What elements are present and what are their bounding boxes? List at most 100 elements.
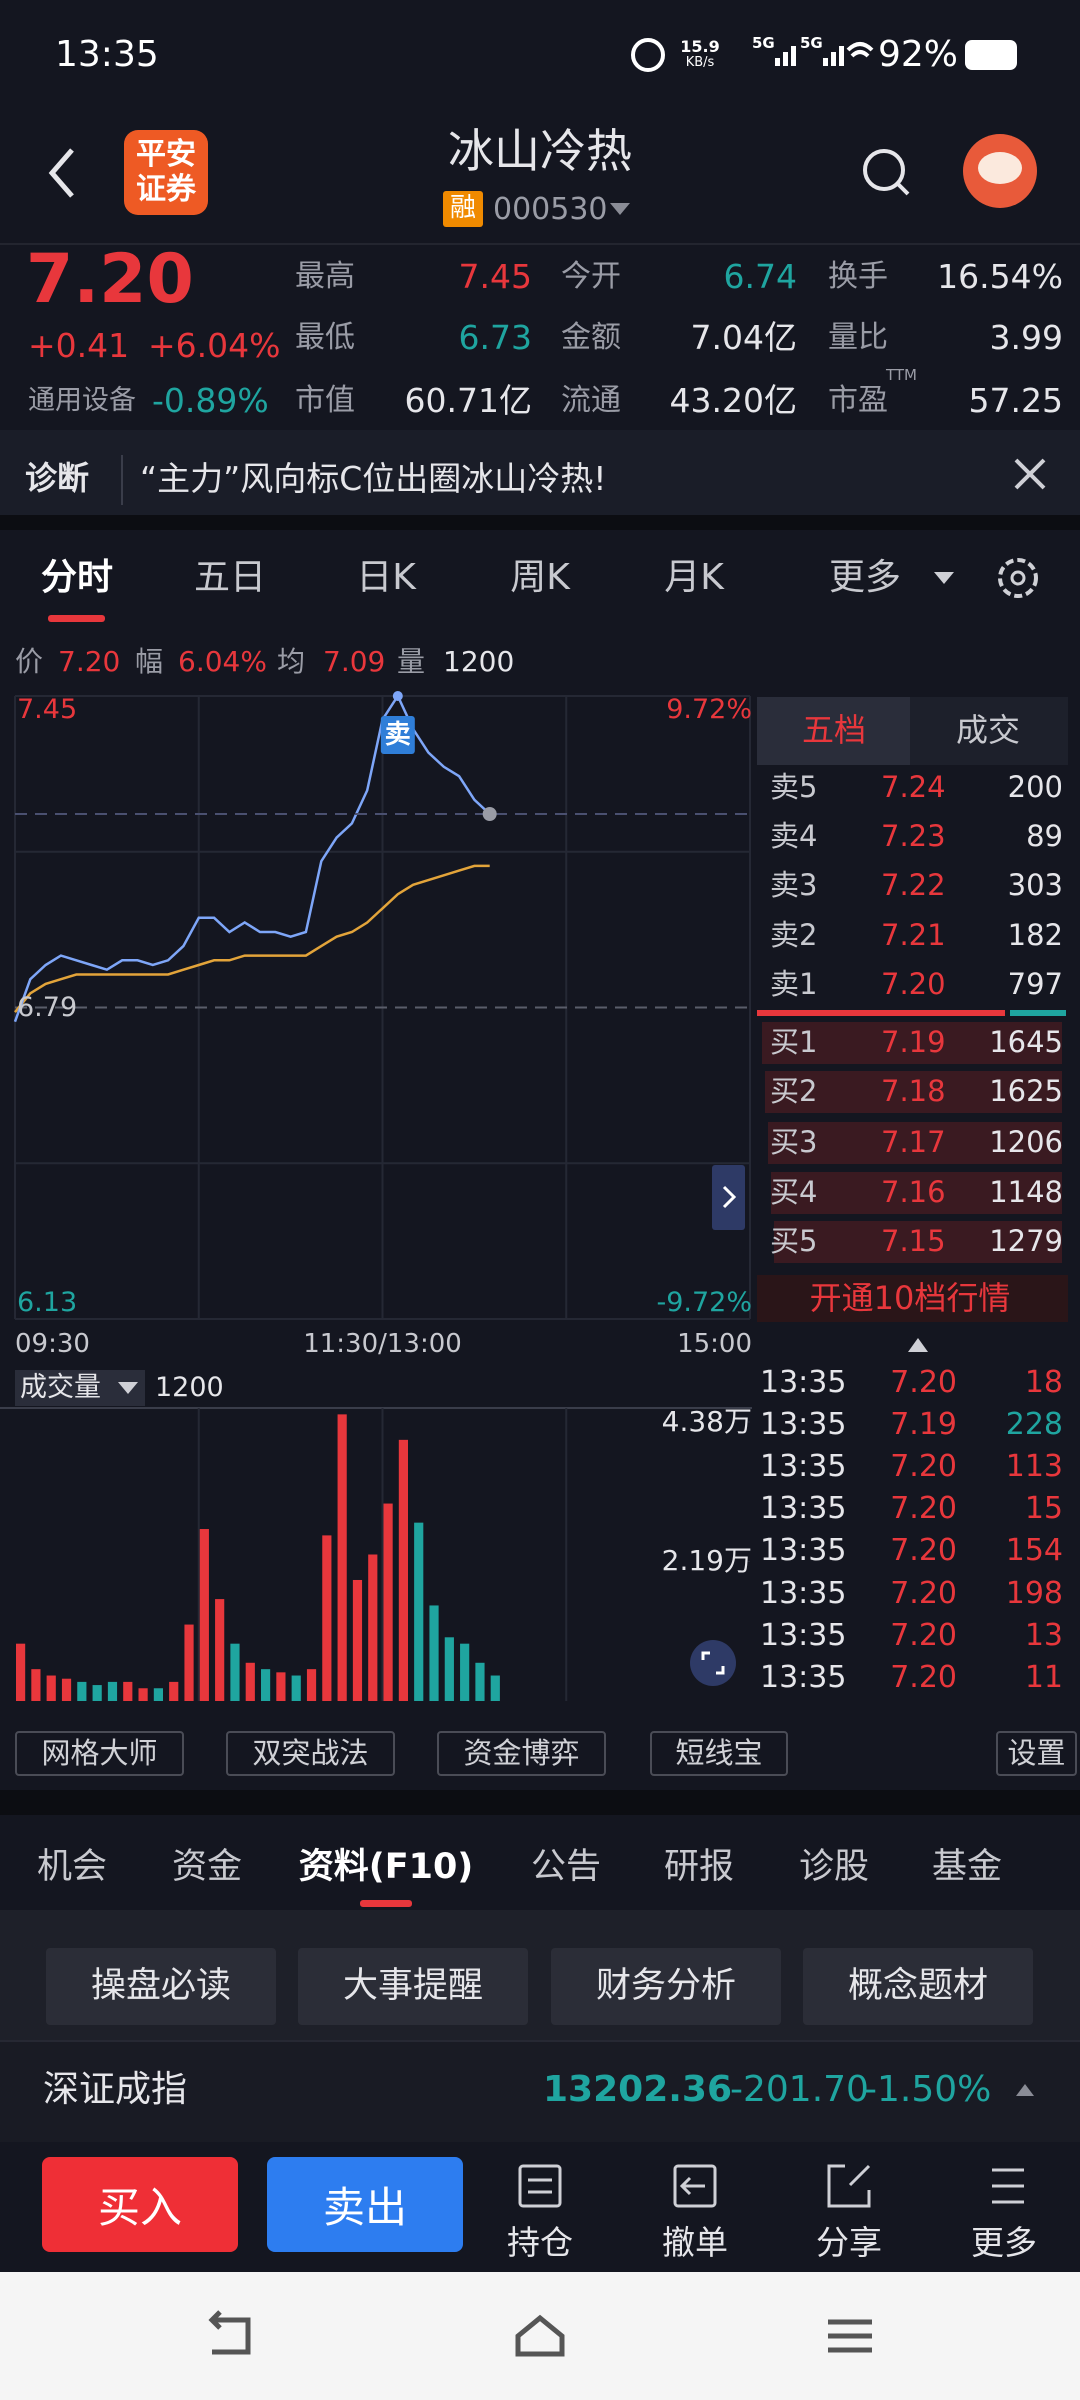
section-tab[interactable]: 资料(F10) <box>298 1846 474 1887</box>
tool-button[interactable]: 设置 <box>996 1731 1077 1776</box>
bid-label: 买4 <box>770 1175 818 1210</box>
volume-dropdown-icon[interactable] <box>118 1382 138 1394</box>
collapse-icon[interactable] <box>908 1338 928 1352</box>
buy-button[interactable]: 买入 <box>97 2182 183 2232</box>
sell-button[interactable]: 卖出 <box>322 2182 408 2232</box>
back-icon[interactable] <box>48 148 74 198</box>
volume-bar <box>107 1681 118 1701</box>
section-tab[interactable]: 基金 <box>931 1846 1003 1887</box>
book-tab[interactable]: 五档 <box>801 711 867 750</box>
stat-label: 最低 <box>295 319 355 355</box>
f10-button[interactable]: 操盘必读 <box>46 1948 276 2025</box>
chart-tab[interactable]: 月K <box>664 557 724 599</box>
fullscreen-icon <box>701 1651 725 1675</box>
section-tab[interactable]: 机会 <box>36 1846 108 1887</box>
ask-price: 7.22 <box>881 868 946 903</box>
action-item[interactable]: 撤单 <box>662 2222 728 2262</box>
tool-button[interactable]: 短线宝 <box>650 1731 788 1776</box>
upgrade-link[interactable]: 开通10档行情 <box>809 1279 1011 1318</box>
y-tick-label: 2.19万 <box>661 1544 752 1578</box>
volume-bar <box>138 1688 148 1701</box>
trade-time: 13:35 <box>760 1491 847 1527</box>
volume-current: 1200 <box>155 1372 224 1404</box>
chart-tab[interactable]: 更多 <box>828 557 902 599</box>
price-change: +0.41 <box>28 325 130 365</box>
ask-price: 7.20 <box>881 967 946 1002</box>
index-toggle-icon[interactable] <box>1016 2084 1034 2096</box>
diagnosis-text[interactable]: “主力”风向标C位出圈冰山冷热! <box>140 458 607 498</box>
volume-bar <box>46 1675 56 1701</box>
fullscreen-button[interactable] <box>690 1640 736 1686</box>
trade-price: 7.19 <box>890 1406 957 1442</box>
search-icon[interactable] <box>863 149 910 196</box>
diagnosis-bar <box>0 430 1080 515</box>
stat-value: 3.99 <box>989 317 1063 357</box>
tool-button[interactable]: 网格大师 <box>15 1731 184 1776</box>
volume-bar <box>322 1535 332 1701</box>
stat-label: 量比 <box>828 319 888 355</box>
index-value: 13202.36 <box>543 2069 733 2111</box>
chart-tab[interactable]: 分时 <box>40 557 114 599</box>
info-range-label: 幅 <box>135 644 164 678</box>
f10-button[interactable]: 大事提醒 <box>298 1948 528 2025</box>
action-item[interactable]: 更多 <box>971 2222 1037 2262</box>
volume-bar <box>291 1675 301 1701</box>
logo <box>124 130 208 215</box>
section-tab[interactable]: 资金 <box>171 1846 243 1887</box>
ask-price: 7.23 <box>881 819 946 854</box>
ask-price: 7.21 <box>881 918 946 953</box>
section-tab[interactable]: 诊股 <box>798 1846 870 1887</box>
bid-row-bg <box>768 1122 1062 1164</box>
trade-volume: 15 <box>1024 1491 1063 1527</box>
f10-button[interactable]: 财务分析 <box>551 1948 781 2025</box>
volume-bar <box>215 1599 225 1701</box>
more-icon[interactable] <box>934 572 954 584</box>
volume-bar <box>261 1669 271 1701</box>
signal-icon <box>775 46 844 66</box>
bid-price: 7.19 <box>881 1025 946 1060</box>
trade-time: 13:35 <box>760 1406 847 1442</box>
book-divider-red <box>757 1010 1005 1016</box>
ask-volume: 182 <box>1007 918 1063 953</box>
expand-button[interactable] <box>712 1165 745 1230</box>
alarm-icon <box>631 38 665 72</box>
bid-volume: 1148 <box>989 1175 1063 1210</box>
info-range: 6.04% <box>178 644 267 678</box>
section-tab[interactable]: 研报 <box>663 1846 735 1887</box>
f10-button[interactable]: 概念题材 <box>803 1948 1033 2025</box>
stat-label: 市值 <box>295 382 355 418</box>
ask-volume: 797 <box>1007 967 1063 1002</box>
info-avg: 7.09 <box>323 644 386 678</box>
action-item[interactable]: 分享 <box>816 2222 882 2262</box>
tool-button[interactable]: 双突战法 <box>226 1731 395 1776</box>
x-tick-label: 15:00 <box>677 1328 752 1359</box>
close-icon[interactable] <box>1014 458 1046 490</box>
margin-badge: 融 <box>449 192 477 223</box>
upgrade-bg <box>757 1275 1068 1322</box>
logo-text: 平安 <box>136 136 196 172</box>
stat-value: 16.54% <box>937 256 1063 296</box>
diagnosis-label: 诊断 <box>25 459 90 498</box>
section-tab[interactable]: 公告 <box>530 1846 602 1887</box>
chart-tab[interactable]: 五日 <box>193 557 267 599</box>
annotation: 卖 <box>384 719 411 750</box>
chart-tab[interactable]: 周K <box>510 557 570 599</box>
volume-label[interactable]: 成交量 <box>20 1372 101 1404</box>
volume-bar <box>398 1439 408 1701</box>
volume-bar <box>460 1643 470 1701</box>
volume-bar <box>352 1579 363 1701</box>
bid-label: 买5 <box>770 1224 818 1259</box>
volume-bar <box>153 1688 163 1701</box>
dropdown-icon[interactable] <box>610 203 630 215</box>
tool-button[interactable]: 资金博弈 <box>437 1731 606 1776</box>
book-tab[interactable]: 成交 <box>955 711 1021 750</box>
ask-label: 卖5 <box>770 770 818 805</box>
settings-icon[interactable] <box>998 558 1038 598</box>
index-name: 深证成指 <box>43 2069 188 2111</box>
stat-value: 7.04亿 <box>690 317 797 357</box>
chart-tab[interactable]: 日K <box>356 557 416 599</box>
bid-volume: 1206 <box>989 1125 1063 1160</box>
trade-time: 13:35 <box>760 1449 847 1484</box>
action-item[interactable]: 持仓 <box>507 2222 573 2262</box>
nav-icons[interactable] <box>208 2310 872 2357</box>
